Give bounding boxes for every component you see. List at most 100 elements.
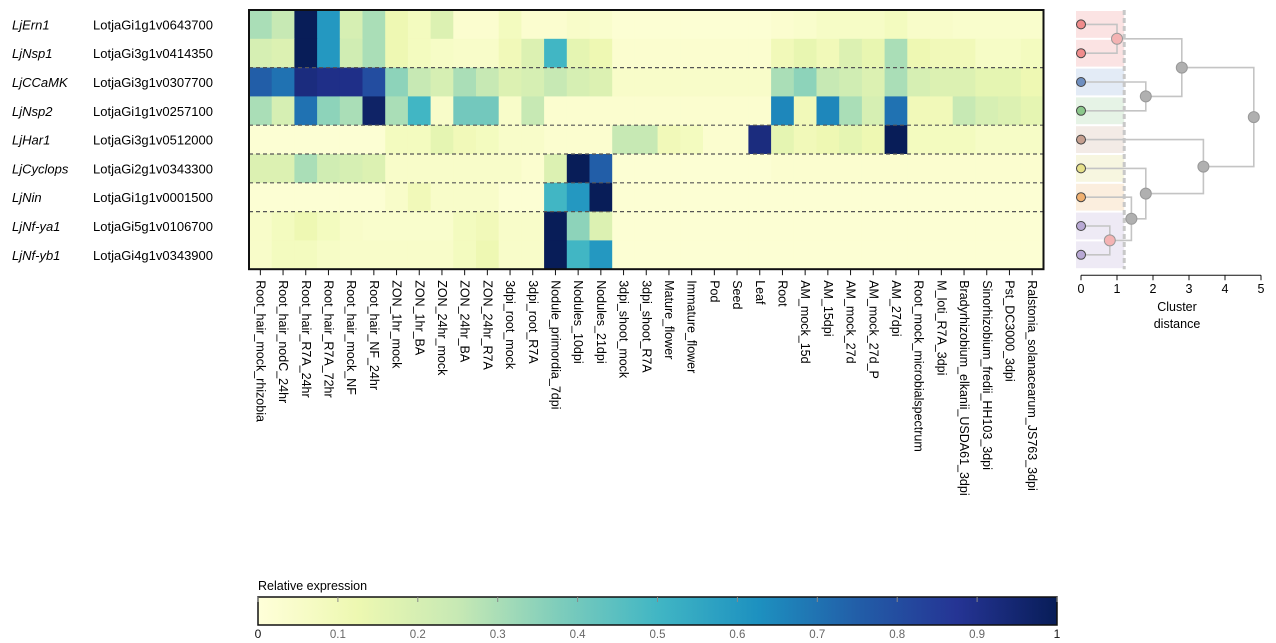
- heatmap-cell: [589, 10, 613, 40]
- heatmap-cell: [680, 240, 704, 270]
- heatmap-cell: [634, 96, 658, 126]
- heatmap-cell: [498, 38, 522, 68]
- heatmap-cell: [544, 67, 568, 97]
- heatmap-cell: [861, 154, 885, 184]
- heatmap-cell: [839, 125, 863, 155]
- heatmap-cell: [566, 38, 590, 68]
- row-labels: LjErn1 LotjaGi1g1v0643700 LjNsp1 LotjaGi3g1…: [12, 17, 213, 262]
- heatmap-cell: [839, 38, 863, 68]
- heatmap-cell: [952, 211, 976, 241]
- heatmap-cell: [930, 10, 954, 40]
- heatmap-cell: [907, 125, 931, 155]
- column-label: AM_mock_15d: [798, 280, 812, 363]
- heatmap-cell: [476, 154, 500, 184]
- heatmap-cell: [952, 240, 976, 270]
- heatmap-cell: [362, 67, 386, 97]
- heatmap-cell: [521, 38, 545, 68]
- heatmap-cell: [1020, 67, 1044, 97]
- heatmap-cell: [703, 182, 727, 212]
- heatmap-cell: [680, 125, 704, 155]
- heatmap-cell: [748, 240, 772, 270]
- heatmap-cell: [952, 10, 976, 40]
- column-label: 3dpi_shoot_mock: [617, 280, 631, 379]
- heatmap-cell: [839, 240, 863, 270]
- heatmap-cell: [271, 38, 295, 68]
- heatmap-cell: [249, 154, 273, 184]
- heatmap-cell: [498, 154, 522, 184]
- heatmap-cell: [521, 125, 545, 155]
- heatmap-cell: [998, 211, 1022, 241]
- heatmap-cell: [544, 38, 568, 68]
- heatmap-cell: [362, 154, 386, 184]
- row-gene-name: LjNin: [12, 190, 42, 205]
- heatmap-cell: [1020, 96, 1044, 126]
- heatmap-cell: [498, 240, 522, 270]
- heatmap-cell: [634, 240, 658, 270]
- heatmap-cell: [884, 211, 908, 241]
- heatmap-cell: [907, 211, 931, 241]
- heatmap-cell: [861, 38, 885, 68]
- heatmap-cell: [362, 10, 386, 40]
- heatmap-cell: [430, 10, 454, 40]
- heatmap-cell: [385, 154, 409, 184]
- heatmap-cell: [476, 10, 500, 40]
- heatmap-cell: [612, 10, 636, 40]
- column-label: ZON_24hr_BA: [458, 280, 472, 363]
- heatmap-cell: [725, 154, 749, 184]
- heatmap-cell: [816, 154, 840, 184]
- row-gene-name: LjCCaMK: [12, 75, 69, 90]
- heatmap-cell: [1020, 154, 1044, 184]
- colorbar-tick-label: 1: [1054, 627, 1061, 641]
- heatmap-cell: [589, 125, 613, 155]
- heatmap-cell: [476, 67, 500, 97]
- heatmap-cell: [362, 240, 386, 270]
- heatmap-cell: [975, 182, 999, 212]
- heatmap-cell: [725, 182, 749, 212]
- heatmap-cell: [339, 182, 363, 212]
- heatmap-cell: [249, 96, 273, 126]
- heatmap-cell: [930, 154, 954, 184]
- colorbar-tick-label: 0.3: [490, 629, 506, 641]
- heatmap-cell: [385, 10, 409, 40]
- heatmap-cell: [975, 96, 999, 126]
- heatmap-cell: [294, 182, 318, 212]
- heatmap-cell: [884, 38, 908, 68]
- heatmap-cell: [771, 240, 795, 270]
- heatmap-cell: [861, 211, 885, 241]
- heatmap-cell: [680, 67, 704, 97]
- heatmap-cell: [566, 154, 590, 184]
- column-label: Root_hair_mock_NF: [344, 280, 358, 395]
- heatmap-cell: [612, 38, 636, 68]
- heatmap-cell: [589, 154, 613, 184]
- heatmap-cell: [861, 10, 885, 40]
- heatmap-cell: [339, 10, 363, 40]
- heatmap-cell: [498, 10, 522, 40]
- column-label: AM_mock_27d: [844, 280, 858, 363]
- colorbar-tick-label: 0: [255, 627, 262, 641]
- heatmap-cell: [748, 67, 772, 97]
- heatmap-cell: [657, 38, 681, 68]
- dendrogram-leaf: [1076, 105, 1086, 116]
- row-gene-name: LjNsp2: [12, 104, 53, 119]
- heatmap-cell: [907, 96, 931, 126]
- heatmap-cell: [294, 240, 318, 270]
- heatmap-cell: [680, 10, 704, 40]
- heatmap-cell: [566, 10, 590, 40]
- row-gene-name: LjNf-yb1: [12, 248, 60, 263]
- heatmap-cell: [657, 240, 681, 270]
- column-label: Seed: [730, 280, 744, 309]
- heatmap-cell: [680, 96, 704, 126]
- dendrogram-leaf: [1076, 221, 1086, 231]
- heatmap-cell: [771, 154, 795, 184]
- column-labels: Root_hair_mock_rhizobia Root_hair_nodC_24…: [253, 280, 1039, 495]
- heatmap-cell: [634, 10, 658, 40]
- heatmap-cell: [748, 125, 772, 155]
- heatmap-cell: [339, 67, 363, 97]
- heatmap-cell: [385, 67, 409, 97]
- heatmap-cell: [680, 182, 704, 212]
- column-label: ZON_1hr_BA: [412, 280, 426, 356]
- heatmap-cell: [816, 67, 840, 97]
- heatmap-cell: [407, 10, 431, 40]
- heatmap-cell: [771, 96, 795, 126]
- heatmap-cell: [793, 10, 817, 40]
